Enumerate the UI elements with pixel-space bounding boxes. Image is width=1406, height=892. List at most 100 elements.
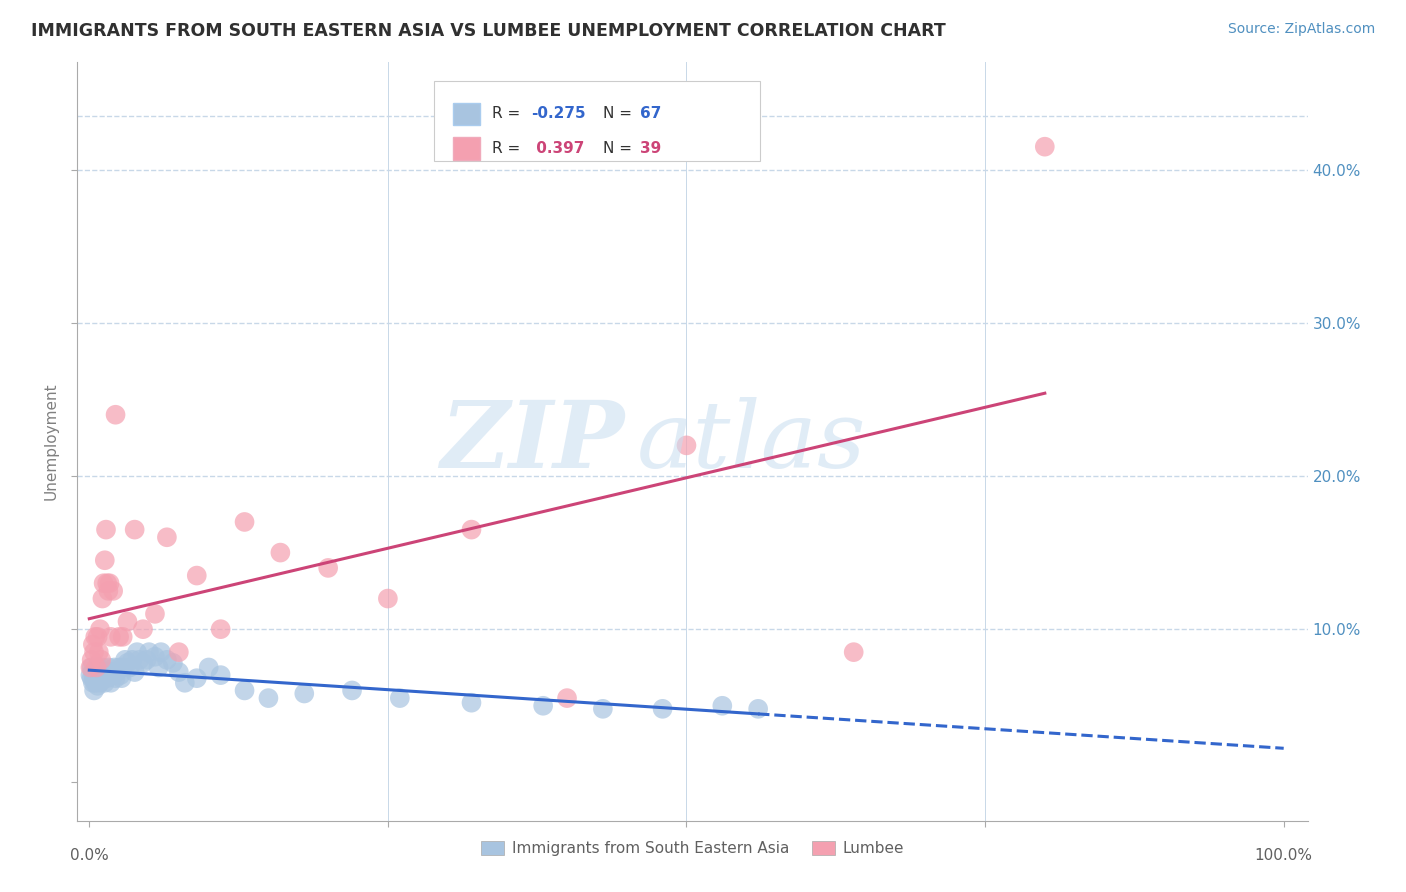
Text: atlas: atlas: [637, 397, 866, 486]
Point: [316, 561, 339, 575]
Point: [531, 698, 554, 713]
Text: 39: 39: [640, 141, 661, 156]
Text: N =: N =: [603, 141, 637, 156]
Y-axis label: Unemployment: Unemployment: [44, 383, 59, 500]
Text: R =: R =: [492, 106, 524, 121]
Text: N =: N =: [603, 106, 637, 121]
Point: [128, 653, 150, 667]
Point: [117, 656, 139, 670]
Point: [103, 660, 125, 674]
Point: [91, 660, 114, 674]
Point: [86, 671, 108, 685]
FancyBboxPatch shape: [453, 103, 479, 126]
Point: [138, 645, 160, 659]
Point: [84, 665, 107, 679]
Point: [90, 653, 112, 667]
Point: [132, 656, 155, 670]
Point: [592, 702, 614, 716]
Point: [83, 645, 105, 659]
Point: [79, 660, 101, 674]
Point: [149, 645, 172, 659]
Point: [94, 665, 117, 679]
Point: [84, 675, 107, 690]
FancyBboxPatch shape: [453, 137, 479, 160]
Point: [143, 607, 166, 621]
Point: [167, 665, 190, 679]
Point: [186, 671, 208, 685]
Text: 100.0%: 100.0%: [1254, 848, 1313, 863]
Point: [340, 683, 363, 698]
Legend: Immigrants from South Eastern Asia, Lumbee: Immigrants from South Eastern Asia, Lumb…: [475, 835, 910, 863]
Point: [121, 653, 143, 667]
Point: [209, 622, 232, 636]
Point: [87, 660, 110, 674]
Point: [101, 668, 124, 682]
Point: [97, 660, 120, 674]
Point: [460, 696, 482, 710]
Point: [117, 615, 139, 629]
Point: [104, 671, 127, 685]
Point: [110, 668, 132, 682]
Point: [98, 668, 121, 682]
Point: [89, 668, 111, 682]
Point: [124, 523, 146, 537]
Point: [108, 630, 131, 644]
Point: [197, 660, 219, 674]
Point: [87, 645, 110, 659]
Point: [167, 645, 190, 659]
Point: [125, 645, 148, 659]
Point: [148, 660, 170, 674]
Point: [101, 665, 124, 679]
Text: 67: 67: [640, 106, 661, 121]
Point: [105, 665, 128, 679]
Point: [84, 630, 107, 644]
Point: [110, 671, 132, 685]
Point: [87, 671, 110, 685]
Point: [94, 675, 117, 690]
Point: [80, 653, 103, 667]
Point: [79, 668, 101, 682]
Point: [93, 668, 115, 682]
Point: [96, 576, 118, 591]
Point: [80, 671, 103, 685]
Point: [124, 665, 146, 679]
Point: [104, 408, 127, 422]
Point: [233, 515, 256, 529]
Point: [675, 438, 697, 452]
Point: [86, 660, 108, 674]
Point: [94, 553, 117, 567]
Point: [100, 630, 122, 644]
Point: [651, 702, 673, 716]
Point: [93, 576, 115, 591]
Point: [555, 691, 578, 706]
Point: [377, 591, 399, 606]
Point: [96, 671, 118, 685]
Point: [173, 675, 195, 690]
Point: [233, 683, 256, 698]
FancyBboxPatch shape: [434, 81, 761, 161]
Point: [747, 702, 769, 716]
Point: [90, 665, 112, 679]
Point: [111, 630, 134, 644]
Point: [111, 660, 134, 674]
Point: [82, 675, 104, 690]
Text: IMMIGRANTS FROM SOUTH EASTERN ASIA VS LUMBEE UNEMPLOYMENT CORRELATION CHART: IMMIGRANTS FROM SOUTH EASTERN ASIA VS LU…: [31, 22, 946, 40]
Text: ZIP: ZIP: [440, 397, 624, 486]
Point: [86, 660, 108, 674]
Point: [98, 576, 121, 591]
Point: [257, 691, 280, 706]
Point: [118, 660, 141, 674]
Point: [82, 665, 104, 679]
Point: [114, 653, 136, 667]
Text: Source: ZipAtlas.com: Source: ZipAtlas.com: [1227, 22, 1375, 37]
Point: [186, 568, 208, 582]
Point: [80, 660, 103, 674]
Point: [135, 653, 157, 667]
Point: [83, 683, 105, 698]
Point: [86, 679, 108, 693]
Point: [460, 523, 482, 537]
Point: [162, 656, 184, 670]
Point: [842, 645, 865, 659]
Point: [101, 583, 124, 598]
Point: [89, 675, 111, 690]
